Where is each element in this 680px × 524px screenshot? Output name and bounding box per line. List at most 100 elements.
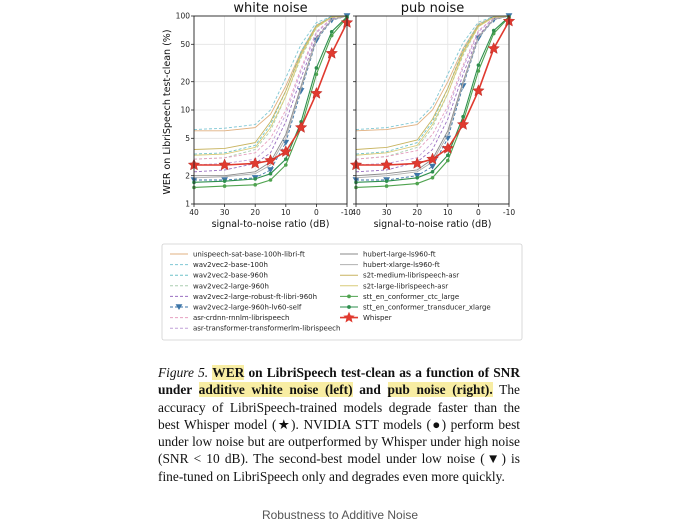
nvidia-point bbox=[461, 114, 465, 119]
legend-star-icon bbox=[343, 311, 355, 323]
nvidia-point bbox=[222, 184, 227, 188]
y-tick-label: 20 bbox=[180, 77, 190, 86]
series-line-wav2vec2-base-100h bbox=[355, 15, 510, 130]
series-line-wav2vec2-large-robust-ft-libri-960h bbox=[355, 15, 510, 173]
whisper-point bbox=[426, 152, 439, 165]
lv60-point bbox=[267, 167, 274, 174]
whisper-point bbox=[264, 154, 277, 166]
series-line-asr-transformer-transformerlm-librispeech bbox=[193, 15, 348, 166]
series-line-hubert-xlarge-ls960-ft bbox=[355, 15, 510, 179]
lv60-point bbox=[459, 83, 467, 90]
lv60-point bbox=[297, 88, 305, 94]
series-line-hubert-xlarge-ls960-ft bbox=[193, 15, 348, 179]
nvidia-point bbox=[329, 29, 334, 34]
legend-dot-icon bbox=[347, 305, 351, 309]
whisper-point bbox=[441, 141, 455, 154]
whisper-point bbox=[294, 121, 308, 133]
caption-highlight-pub-noise: pub noise (right). bbox=[387, 382, 493, 398]
x-tick-label: 40 bbox=[351, 208, 361, 217]
nvidia-point bbox=[384, 179, 389, 183]
series-line-hubert-large-ls960-ft bbox=[194, 15, 348, 177]
caption-text-2: and bbox=[352, 382, 388, 398]
nvidia-point bbox=[430, 170, 435, 174]
legend-label: unispeech-sat-base-100h-libri-ft bbox=[193, 251, 305, 259]
x-axis-label: signal-to-noise ratio (dB) bbox=[212, 219, 330, 230]
x-tick-label: -10 bbox=[341, 208, 353, 217]
caption-highlight-wer: WER bbox=[212, 365, 245, 380]
whisper-point bbox=[487, 42, 500, 54]
series-line-asr-crdnn-rnnlm-librispeech bbox=[193, 15, 348, 160]
panel-title: white noise bbox=[233, 1, 307, 16]
nvidia-point bbox=[222, 179, 227, 183]
x-tick-label: 10 bbox=[443, 208, 453, 217]
x-tick-label: 40 bbox=[189, 208, 199, 217]
whisper-point bbox=[248, 156, 262, 169]
x-tick-label: -10 bbox=[503, 208, 515, 217]
whisper-point bbox=[410, 156, 424, 169]
nvidia-point bbox=[253, 183, 257, 187]
legend-label: s2t-medium-librispeech-asr bbox=[363, 272, 459, 280]
nvidia-point bbox=[415, 181, 420, 186]
nvidia-point bbox=[284, 163, 288, 167]
series-line-s2t-medium-librispeech-asr bbox=[193, 15, 348, 150]
legend-label: hubert-xlarge-ls960-ft bbox=[363, 261, 440, 269]
x-tick-label: 0 bbox=[476, 208, 481, 217]
nvidia-point bbox=[430, 175, 435, 180]
section-title: Robustness to Additive Noise bbox=[261, 508, 419, 522]
series-line-s2t-large-librispeech-asr bbox=[355, 15, 510, 156]
legend: unispeech-sat-base-100h-libri-ft wav2vec2… bbox=[161, 243, 523, 341]
caption-body: The accuracy of LibriSpeech-trained mode… bbox=[158, 382, 520, 484]
legend-triangle-icon bbox=[175, 304, 183, 310]
series-line-whisper bbox=[356, 20, 510, 166]
series-line-wav2vec2-base-960h bbox=[193, 15, 348, 155]
x-tick-label: 10 bbox=[281, 208, 291, 217]
legend-label: Whisper bbox=[363, 314, 392, 322]
series-line-wav2vec2-base-100h bbox=[193, 15, 348, 130]
whisper-point bbox=[456, 118, 470, 130]
series-line-wav2vec2-large-960h bbox=[355, 15, 510, 160]
nvidia-point bbox=[253, 177, 257, 181]
series-line-wav2vec2-large-960h bbox=[193, 15, 348, 160]
y-tick-label: 1 bbox=[185, 200, 190, 209]
legend-label: wav2vec2-large-robust-ft-libri-960h bbox=[193, 293, 317, 301]
y-tick-label: 10 bbox=[180, 106, 190, 115]
lv60-point bbox=[313, 37, 320, 44]
nvidia-point bbox=[268, 171, 273, 176]
caption-figure-label: Figure 5. bbox=[158, 365, 209, 380]
caption-text-1: on LibriSpeech test-clean as a function … bbox=[158, 365, 520, 398]
nvidia-point bbox=[268, 178, 273, 182]
nvidia-point bbox=[314, 66, 319, 70]
y-tick-label: 100 bbox=[176, 12, 191, 21]
series-line-wav2vec2-large-960h-lv60-self bbox=[194, 15, 348, 181]
whisper-point bbox=[218, 158, 231, 171]
x-tick-label: 30 bbox=[382, 208, 392, 217]
whisper-point bbox=[380, 158, 393, 171]
y-tick-label: 2 bbox=[185, 171, 190, 180]
pub-noise-panel: 40 30 20 10 0 -10 pub noise signal-to-noise rat… bbox=[349, 1, 515, 230]
lv60-point bbox=[413, 172, 421, 179]
series-line-asr-transformer-transformerlm-librispeech bbox=[355, 15, 510, 166]
legend-label: wav2vec2-large-960h bbox=[193, 282, 269, 290]
legend-label: hubert-large-ls960-ft bbox=[363, 251, 436, 259]
series-line-wav2vec2-base-960h bbox=[355, 15, 510, 155]
lv60-point bbox=[429, 163, 436, 170]
legend-label: s2t-large-librispeech-asr bbox=[363, 282, 448, 290]
y-tick-label: 5 bbox=[185, 134, 190, 143]
nvidia-point bbox=[476, 63, 481, 67]
nvidia-point bbox=[284, 157, 288, 161]
y-tick-label: 50 bbox=[180, 40, 190, 49]
legend-label: asr-crdnn-rnnlm-librispeech bbox=[193, 314, 289, 322]
legend-label: wav2vec2-base-100h bbox=[193, 261, 268, 269]
series-line-hubert-large-ls960-ft bbox=[355, 15, 510, 177]
whisper-point bbox=[325, 46, 338, 59]
nvidia-point bbox=[446, 158, 450, 163]
panel-title: pub noise bbox=[401, 1, 464, 16]
legend-box bbox=[161, 243, 523, 341]
x-tick-label: 20 bbox=[250, 208, 260, 217]
nvidia-point bbox=[314, 72, 319, 77]
series-line-asr-crdnn-rnnlm-librispeech bbox=[355, 15, 510, 160]
whisper-point bbox=[310, 86, 323, 99]
x-tick-label: 30 bbox=[220, 208, 230, 217]
figure-caption: Figure 5. WER on LibriSpeech test-clean … bbox=[158, 364, 520, 485]
